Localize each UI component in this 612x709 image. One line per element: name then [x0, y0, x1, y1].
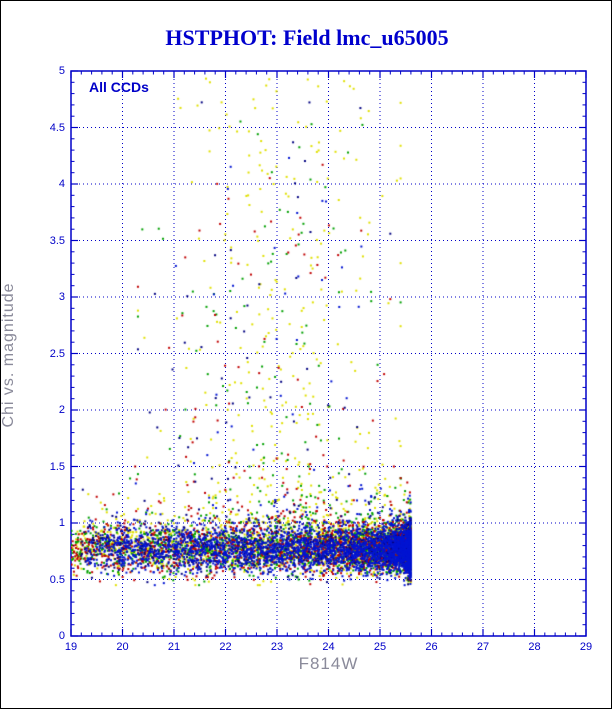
scatter-points-canvas: [71, 71, 586, 636]
y-tick-label: 0.5: [49, 573, 65, 586]
chart-title: HSTPHOT: Field lmc_u65005: [165, 25, 449, 50]
x-tick-label: 28: [528, 641, 541, 653]
y-tick-label: 3.5: [49, 234, 65, 247]
y-tick-label: 1: [58, 517, 65, 529]
x-axis-label: F814W: [298, 654, 359, 673]
x-tick-label: 24: [322, 641, 335, 653]
y-axis-label: Chi vs. magnitude: [0, 282, 17, 428]
y-tick-label: 0: [58, 630, 65, 642]
x-tick-label: 23: [270, 641, 284, 653]
y-tick-label: 1.5: [49, 460, 65, 473]
x-tick-label: 25: [373, 641, 387, 653]
x-tick-label: 27: [476, 641, 490, 653]
y-tick-label: 3: [58, 291, 65, 303]
y-tick-label: 4: [58, 178, 65, 190]
y-tick-label: 4.5: [49, 121, 65, 134]
x-tick-label: 22: [219, 641, 232, 653]
y-tick-label: 5: [58, 65, 65, 77]
x-tick-label: 26: [425, 641, 438, 653]
y-tick-label: 2: [58, 404, 65, 416]
y-tick-label: 2.5: [49, 347, 65, 360]
x-tick-label: 19: [64, 641, 78, 653]
ccd-annotation: All CCDs: [89, 79, 149, 95]
x-tick-label: 29: [579, 641, 593, 653]
x-tick-label: 20: [116, 641, 129, 653]
x-tick-label: 21: [167, 641, 181, 653]
